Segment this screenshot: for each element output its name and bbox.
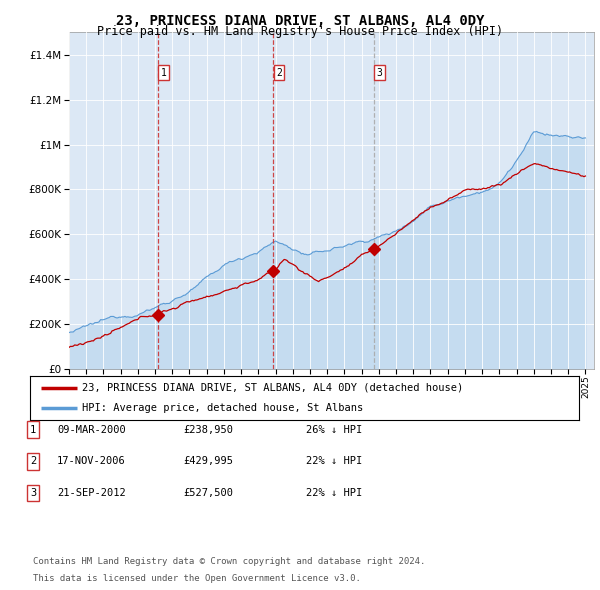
Text: Contains HM Land Registry data © Crown copyright and database right 2024.: Contains HM Land Registry data © Crown c… bbox=[33, 558, 425, 566]
Text: This data is licensed under the Open Government Licence v3.0.: This data is licensed under the Open Gov… bbox=[33, 574, 361, 583]
Text: 2: 2 bbox=[30, 457, 36, 466]
Text: 22% ↓ HPI: 22% ↓ HPI bbox=[306, 489, 362, 498]
Text: 23, PRINCESS DIANA DRIVE, ST ALBANS, AL4 0DY: 23, PRINCESS DIANA DRIVE, ST ALBANS, AL4… bbox=[116, 14, 484, 28]
Text: 22% ↓ HPI: 22% ↓ HPI bbox=[306, 457, 362, 466]
Text: 1: 1 bbox=[161, 68, 166, 78]
Text: 3: 3 bbox=[377, 68, 382, 78]
Text: Price paid vs. HM Land Registry's House Price Index (HPI): Price paid vs. HM Land Registry's House … bbox=[97, 25, 503, 38]
Text: HPI: Average price, detached house, St Albans: HPI: Average price, detached house, St A… bbox=[82, 403, 364, 413]
Text: 17-NOV-2006: 17-NOV-2006 bbox=[57, 457, 126, 466]
Text: £527,500: £527,500 bbox=[183, 489, 233, 498]
Text: 2: 2 bbox=[276, 68, 282, 78]
Text: £429,995: £429,995 bbox=[183, 457, 233, 466]
Text: 1: 1 bbox=[30, 425, 36, 434]
Text: 21-SEP-2012: 21-SEP-2012 bbox=[57, 489, 126, 498]
Text: 09-MAR-2000: 09-MAR-2000 bbox=[57, 425, 126, 434]
Text: £238,950: £238,950 bbox=[183, 425, 233, 434]
Text: 23, PRINCESS DIANA DRIVE, ST ALBANS, AL4 0DY (detached house): 23, PRINCESS DIANA DRIVE, ST ALBANS, AL4… bbox=[82, 383, 463, 393]
Text: 3: 3 bbox=[30, 489, 36, 498]
Text: 26% ↓ HPI: 26% ↓ HPI bbox=[306, 425, 362, 434]
